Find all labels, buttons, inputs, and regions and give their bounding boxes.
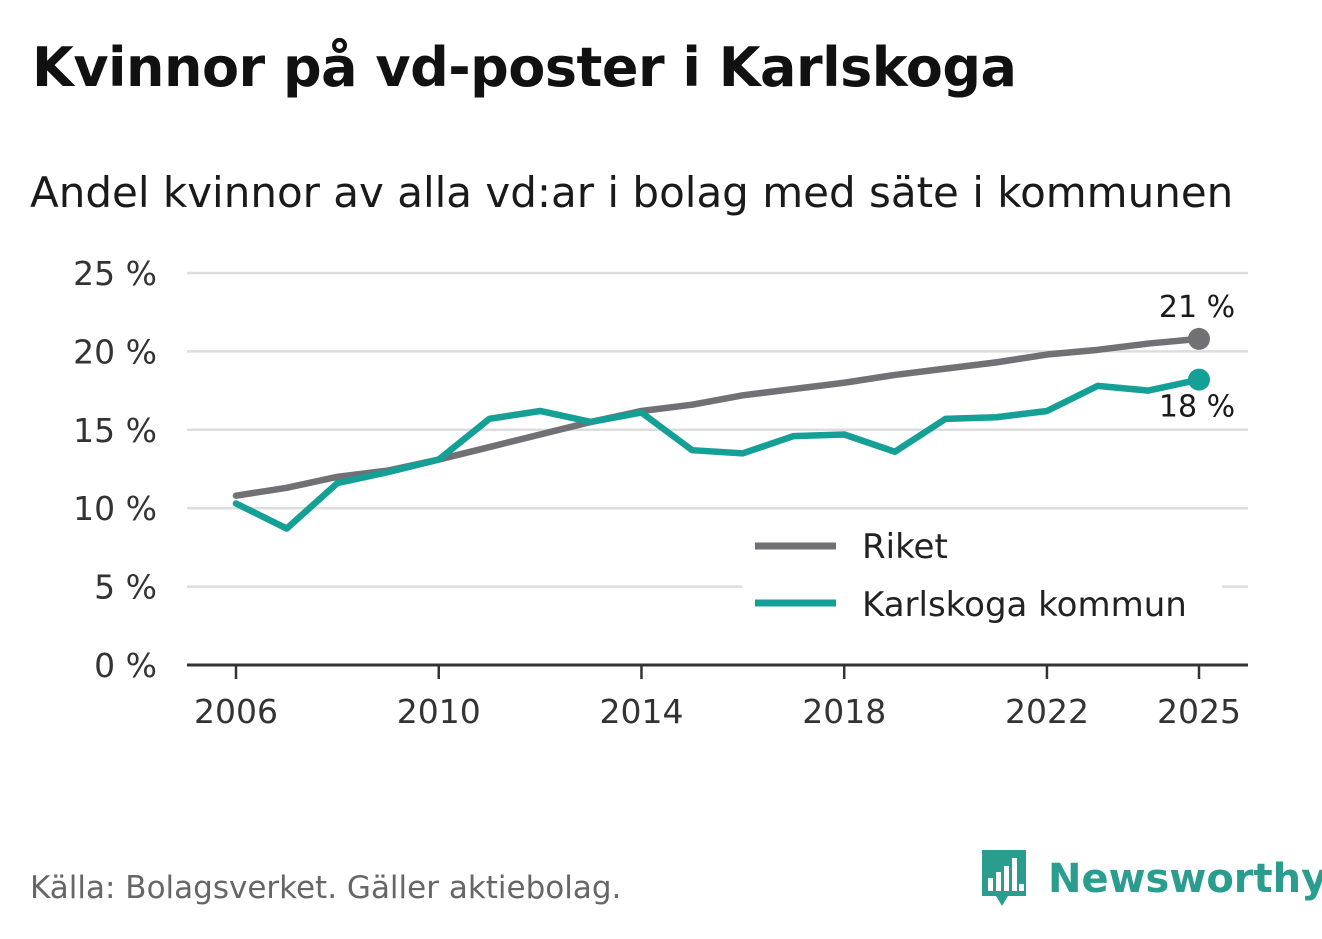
y-axis-ticks: 0 % 5 % 10 % 15 % 20 % 25 % xyxy=(73,254,157,685)
x-tick-label-2010: 2010 xyxy=(397,692,481,731)
legend-background xyxy=(742,520,1222,632)
series-line-karlskoga xyxy=(232,376,1203,532)
x-tick-label-2022: 2022 xyxy=(1005,692,1089,731)
chart-title: Kvinnor på vd-poster i Karlskoga xyxy=(32,36,1017,99)
end-point-riket xyxy=(1188,327,1210,350)
brand-logo: Newsworthy xyxy=(980,848,1322,910)
legend: Riket Karlskoga kommun xyxy=(742,520,1222,632)
source-note: Källa: Bolagsverket. Gäller aktiebolag. xyxy=(30,870,622,906)
end-point-karlskoga xyxy=(1188,368,1210,391)
legend-label-karlskoga: Karlskoga kommun xyxy=(862,585,1187,625)
y-tick-label-15: 15 % xyxy=(73,411,157,450)
x-tick-label-2018: 2018 xyxy=(802,692,886,731)
newsworthy-logo-icon xyxy=(982,850,1026,906)
end-labels: 21 % 18 % xyxy=(1159,290,1235,425)
chart-subtitle: Andel kvinnor av alla vd:ar i bolag med … xyxy=(30,168,1234,217)
y-tick-label-0: 0 % xyxy=(94,646,157,685)
x-tick-label-2006: 2006 xyxy=(194,692,278,731)
y-tick-label-10: 10 % xyxy=(73,489,157,528)
end-label-karlskoga: 18 % xyxy=(1159,390,1235,425)
y-tick-label-20: 20 % xyxy=(73,332,157,371)
legend-label-riket: Riket xyxy=(862,527,948,567)
series-lines xyxy=(232,327,1210,532)
end-label-riket: 21 % xyxy=(1159,290,1235,325)
x-tick-label-2025: 2025 xyxy=(1157,692,1241,731)
x-axis-ticks: 2006 2010 2014 2018 2022 2025 xyxy=(194,665,1241,731)
brand-name: Newsworthy xyxy=(1048,856,1322,902)
y-tick-label-25: 25 % xyxy=(73,254,157,293)
y-tick-label-5: 5 % xyxy=(94,568,157,607)
x-tick-label-2014: 2014 xyxy=(599,692,683,731)
